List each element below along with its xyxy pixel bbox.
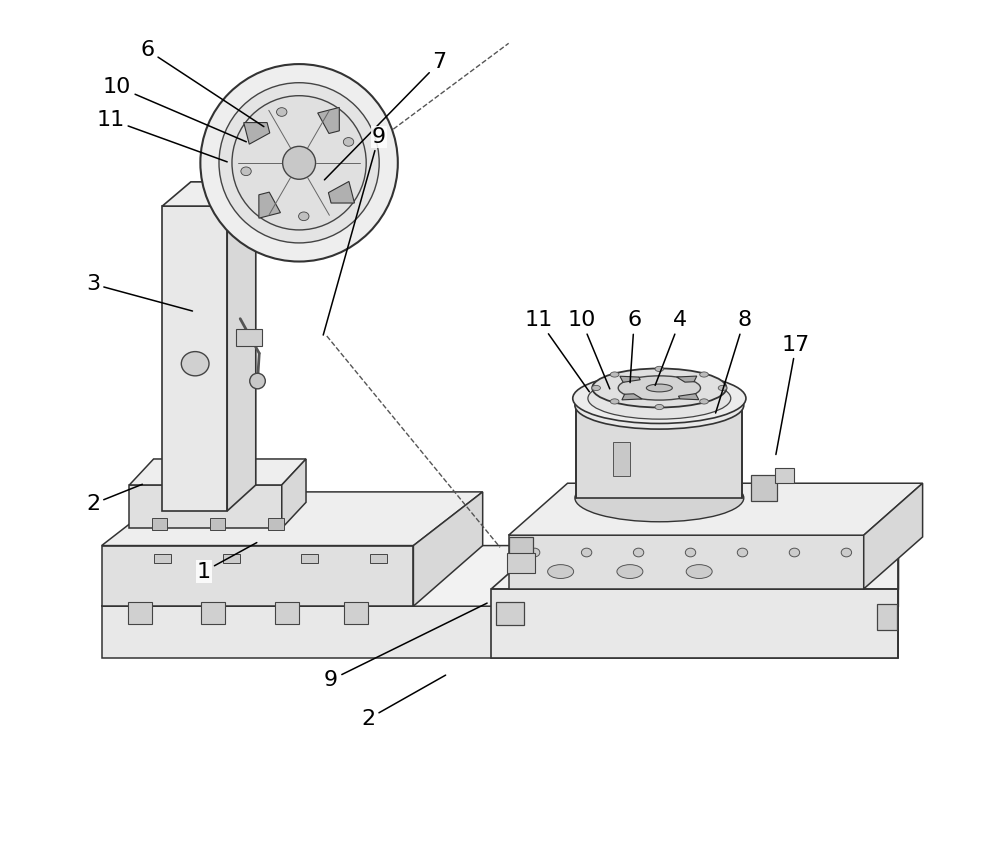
Polygon shape	[677, 376, 697, 382]
Text: 2: 2	[361, 675, 446, 729]
Ellipse shape	[219, 83, 379, 242]
Polygon shape	[678, 394, 699, 400]
Polygon shape	[244, 123, 270, 144]
Text: 10: 10	[567, 310, 610, 389]
Ellipse shape	[277, 107, 287, 116]
Ellipse shape	[200, 64, 398, 262]
Polygon shape	[102, 546, 413, 606]
Text: 10: 10	[103, 76, 246, 142]
Polygon shape	[328, 182, 354, 203]
Polygon shape	[227, 182, 256, 511]
Text: 11: 11	[96, 109, 227, 162]
Ellipse shape	[232, 96, 366, 230]
Polygon shape	[152, 518, 167, 530]
Ellipse shape	[610, 372, 619, 377]
Polygon shape	[162, 206, 227, 511]
Polygon shape	[613, 442, 630, 476]
Ellipse shape	[529, 548, 540, 557]
Polygon shape	[102, 606, 898, 658]
Polygon shape	[491, 589, 898, 658]
Ellipse shape	[718, 385, 727, 391]
Ellipse shape	[573, 373, 746, 423]
Text: 9: 9	[323, 126, 386, 335]
Text: 7: 7	[324, 52, 446, 180]
Ellipse shape	[575, 381, 744, 429]
Polygon shape	[128, 602, 152, 624]
Ellipse shape	[250, 373, 265, 389]
Polygon shape	[268, 518, 284, 530]
Polygon shape	[259, 192, 280, 218]
Ellipse shape	[655, 366, 664, 372]
Ellipse shape	[343, 138, 354, 146]
Ellipse shape	[548, 565, 574, 578]
Ellipse shape	[575, 475, 744, 521]
Polygon shape	[622, 394, 642, 400]
Polygon shape	[102, 492, 483, 546]
Polygon shape	[162, 182, 256, 206]
Polygon shape	[282, 459, 306, 528]
Text: 3: 3	[86, 274, 192, 311]
Ellipse shape	[633, 548, 644, 557]
Ellipse shape	[299, 212, 309, 221]
Polygon shape	[509, 537, 533, 572]
Polygon shape	[775, 468, 794, 483]
Polygon shape	[154, 554, 171, 563]
Polygon shape	[620, 376, 640, 382]
Ellipse shape	[737, 548, 748, 557]
Polygon shape	[318, 107, 339, 133]
Ellipse shape	[789, 548, 800, 557]
Text: 11: 11	[525, 310, 589, 391]
Polygon shape	[102, 546, 898, 606]
Ellipse shape	[700, 372, 708, 377]
Polygon shape	[370, 554, 387, 563]
Polygon shape	[344, 602, 368, 624]
Polygon shape	[223, 554, 240, 563]
Ellipse shape	[686, 565, 712, 578]
Polygon shape	[301, 554, 318, 563]
Text: 6: 6	[140, 40, 264, 126]
Polygon shape	[509, 483, 923, 535]
Polygon shape	[413, 492, 483, 606]
Text: 6: 6	[627, 310, 641, 383]
Polygon shape	[236, 329, 262, 346]
Ellipse shape	[592, 369, 726, 408]
Ellipse shape	[618, 376, 700, 400]
Polygon shape	[877, 604, 897, 630]
Polygon shape	[507, 553, 535, 573]
Ellipse shape	[700, 399, 708, 404]
Ellipse shape	[685, 548, 696, 557]
Text: 9: 9	[324, 603, 487, 690]
Ellipse shape	[181, 352, 209, 376]
Polygon shape	[210, 518, 225, 530]
Ellipse shape	[646, 385, 672, 391]
Polygon shape	[129, 485, 282, 528]
Ellipse shape	[655, 404, 664, 410]
Polygon shape	[491, 535, 898, 589]
Polygon shape	[864, 483, 923, 589]
Ellipse shape	[610, 399, 619, 404]
Ellipse shape	[841, 548, 852, 557]
Text: 2: 2	[86, 484, 142, 514]
Ellipse shape	[588, 378, 731, 419]
Polygon shape	[751, 475, 777, 501]
Ellipse shape	[241, 167, 251, 176]
Ellipse shape	[592, 385, 600, 391]
Polygon shape	[275, 602, 299, 624]
Ellipse shape	[617, 565, 643, 578]
Text: 4: 4	[655, 310, 687, 385]
Text: 1: 1	[197, 543, 257, 582]
Ellipse shape	[581, 548, 592, 557]
Polygon shape	[509, 535, 864, 589]
Polygon shape	[496, 602, 524, 625]
Polygon shape	[129, 459, 306, 485]
Polygon shape	[201, 602, 225, 624]
Text: 17: 17	[776, 334, 810, 455]
Polygon shape	[576, 405, 742, 498]
Ellipse shape	[283, 146, 316, 179]
Text: 8: 8	[716, 310, 751, 413]
